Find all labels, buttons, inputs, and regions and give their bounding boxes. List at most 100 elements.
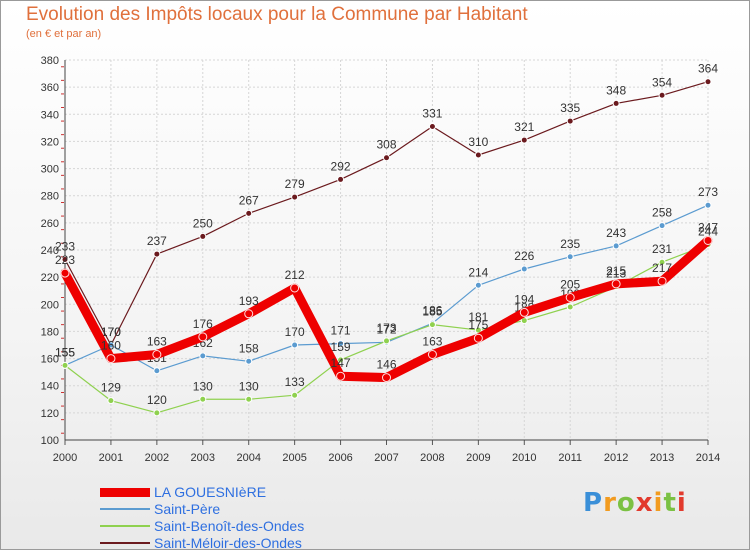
x-tick-label: 2001 <box>99 452 123 464</box>
series-saint-beno-t-des-ondes-point <box>337 356 345 364</box>
series-saint-p-re-data-label: 186 <box>422 303 442 317</box>
series-saint-m-loir-des-ondes-data-label: 267 <box>239 193 259 207</box>
series-saint-p-re-point <box>658 222 666 230</box>
series-saint-p-re-data-label: 170 <box>285 325 305 339</box>
series-saint-beno-t-des-ondes-data-label: 155 <box>55 345 75 359</box>
y-tick-label: 160 <box>41 354 59 366</box>
series-la-gouesni-re-data-label: 247 <box>698 221 718 235</box>
series-saint-m-loir-des-ondes-point <box>245 209 253 217</box>
series-la-gouesni-re-point <box>106 354 116 364</box>
series-saint-m-loir-des-ondes-point <box>704 78 712 86</box>
x-tick-label: 2009 <box>466 452 490 464</box>
y-tick-label: 380 <box>41 55 59 67</box>
series-la-gouesni-re-data-label: 205 <box>560 278 580 292</box>
legend-item-saint-meloir[interactable]: Saint-Méloir-des-Ondes <box>100 535 420 552</box>
legend-item-saint-benoit[interactable]: Saint-Benoît-des-Ondes <box>100 518 420 535</box>
series-saint-beno-t-des-ondes-point <box>291 391 299 399</box>
series-saint-beno-t-des-ondes-data-label: 231 <box>652 242 672 256</box>
series-saint-beno-t-des-ondes-point <box>428 321 436 329</box>
series-saint-p-re-data-label: 214 <box>468 265 488 279</box>
series-saint-beno-t-des-ondes-data-label: 244 <box>698 225 718 239</box>
series-saint-m-loir-des-ondes-point <box>566 117 574 125</box>
series-la-gouesni-re-point <box>657 276 667 286</box>
x-tick-label: 2008 <box>420 452 444 464</box>
series-la-gouesni-re-data-label: 163 <box>147 335 167 349</box>
series-saint-p-re-point <box>566 253 574 261</box>
series-saint-p-re-data-label: 235 <box>560 237 580 251</box>
series-la-gouesni-re-data-label: 193 <box>239 294 259 308</box>
series-saint-m-loir-des-ondes-data-label: 292 <box>331 159 351 173</box>
series-saint-m-loir-des-ondes-point <box>474 151 482 159</box>
series-saint-p-re-point <box>612 242 620 250</box>
x-tick-label: 2013 <box>650 452 674 464</box>
series-la-gouesni-re-point <box>473 333 483 343</box>
series-saint-m-loir-des-ondes-point <box>199 232 207 240</box>
series-saint-p-re-point <box>245 357 253 365</box>
series-saint-p-re-data-label: 172 <box>376 322 396 336</box>
series-saint-m-loir-des-ondes-point <box>337 175 345 183</box>
series-la-gouesni-re-point <box>565 293 575 302</box>
series-la-gouesni-re-point <box>152 350 162 359</box>
series-la-gouesni-re-data-label: 160 <box>101 339 121 353</box>
series-saint-beno-t-des-ondes-data-label: 185 <box>422 305 442 319</box>
series-saint-beno-t-des-ondes-point <box>658 258 666 266</box>
x-tick-label: 2012 <box>604 452 628 464</box>
series-saint-m-loir-des-ondes-data-label: 279 <box>285 177 305 191</box>
legend-item-saint-pere[interactable]: Saint-Père <box>100 501 420 518</box>
series-saint-beno-t-des-ondes-data-label: 173 <box>376 321 396 335</box>
series-saint-beno-t-des-ondes-data-label: 159 <box>331 340 351 354</box>
series-la-gouesni-re-point <box>382 373 391 383</box>
series-saint-beno-t-des-ondes-data-label: 130 <box>193 379 213 393</box>
series-saint-beno-t-des-ondes-data-label: 133 <box>285 375 305 389</box>
series-la-gouesni-re-point <box>519 307 529 317</box>
series-la-gouesni-re-data-label: 217 <box>652 261 672 275</box>
series-saint-beno-t-des-ondes-data-label: 181 <box>468 310 488 324</box>
legend-swatch-la-gouesniere <box>100 488 150 497</box>
series-saint-p-re-point <box>291 341 299 349</box>
y-tick-label: 320 <box>41 136 59 148</box>
y-tick-label: 340 <box>41 109 59 121</box>
legend-swatch-saint-pere <box>100 508 150 510</box>
series-saint-m-loir-des-ondes-data-label: 170 <box>101 325 121 339</box>
y-tick-label: 140 <box>41 381 59 393</box>
legend-label-la-gouesniere: LA GOUESNIèRE <box>154 484 267 500</box>
proxiti-logo: Proxiti <box>583 488 687 518</box>
x-tick-label: 2002 <box>145 452 169 464</box>
series-la-gouesni-re-data-label: 175 <box>468 318 488 332</box>
series-saint-p-re-point <box>704 201 712 209</box>
series-saint-m-loir-des-ondes-point <box>383 154 390 162</box>
y-tick-label: 120 <box>41 408 59 420</box>
x-tick-label: 2014 <box>696 452 720 464</box>
series-saint-m-loir-des-ondes-point <box>291 193 299 201</box>
x-tick-label: 2003 <box>191 452 215 464</box>
y-tick-label: 220 <box>41 272 59 284</box>
legend: LA GOUESNIèRE Saint-Père Saint-Benoît-de… <box>100 484 420 552</box>
series-saint-beno-t-des-ondes-data-label: 213 <box>606 267 626 281</box>
series-saint-m-loir-des-ondes-point <box>658 91 666 99</box>
series-saint-beno-t-des-ondes-point <box>383 337 390 345</box>
chart-plot: 100 120 140 160 180 200 220 240 260 280 300 320 340 3… <box>41 55 721 464</box>
series-saint-m-loir-des-ondes-point <box>153 250 161 258</box>
series-saint-beno-t-des-ondes-data-label: 120 <box>147 393 167 407</box>
series-la-gouesni-re-point <box>198 332 208 342</box>
series-saint-p-re-data-label: 226 <box>514 249 534 263</box>
series-la-gouesni-re-point <box>703 236 713 245</box>
series-saint-p-re-data-label: 273 <box>698 185 718 199</box>
legend-item-la-gouesniere[interactable]: LA GOUESNIèRE <box>100 484 420 501</box>
series-saint-m-loir-des-ondes-data-label: 331 <box>422 107 442 121</box>
x-tick-label: 2006 <box>328 452 352 464</box>
series-la-gouesni-re-data-label: 147 <box>331 356 351 370</box>
series-saint-m-loir-des-ondes-data-label: 250 <box>193 216 213 230</box>
series-saint-m-loir-des-ondes-point <box>520 136 528 144</box>
series-saint-m-loir-des-ondes-point <box>428 123 436 130</box>
series-saint-beno-t-des-ondes-point <box>566 303 574 311</box>
legend-swatch-saint-meloir <box>100 542 150 544</box>
series-la-gouesni-re-data-label: 215 <box>606 264 626 278</box>
legend-label-saint-benoit: Saint-Benoît-des-Ondes <box>154 518 305 534</box>
series-saint-m-loir-des-ondes-data-label: 335 <box>560 101 580 115</box>
chart-subtitle: (en € et par an) <box>26 28 102 40</box>
series-la-gouesni-re-data-label: 146 <box>376 358 396 372</box>
series-saint-p-re-point <box>474 281 482 289</box>
series-la-gouesni-re-point <box>611 279 621 289</box>
